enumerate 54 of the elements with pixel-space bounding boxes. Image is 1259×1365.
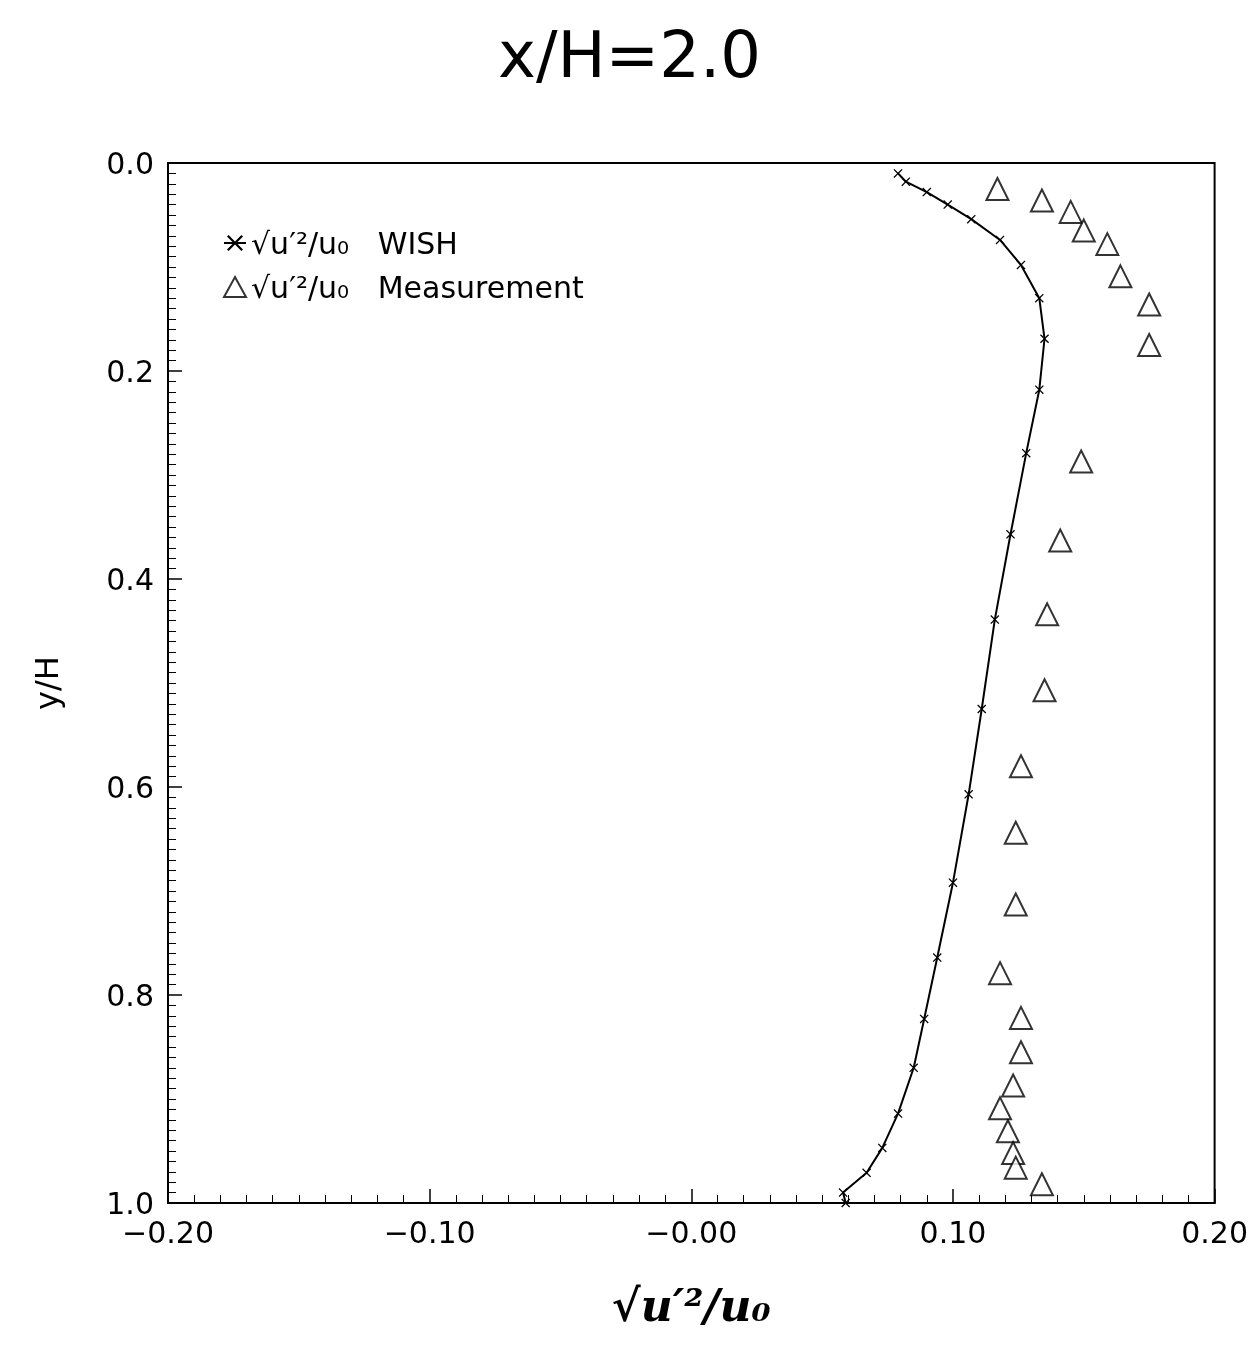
point: [1029, 1172, 1054, 1197]
point: [948, 878, 958, 888]
x-tick-label: 0.10: [919, 1214, 987, 1250]
point: [966, 214, 976, 224]
point: [943, 200, 953, 210]
point: [1029, 188, 1054, 213]
point: [1032, 678, 1057, 703]
point: [985, 177, 1010, 201]
point: [893, 1109, 903, 1119]
point: [1069, 449, 1094, 474]
legend-label: √u′²/u₀ Measurement: [251, 269, 584, 305]
x-axis-title: √u′²/u₀: [611, 1279, 771, 1331]
point: [1003, 820, 1028, 845]
point: [1008, 754, 1033, 779]
point: [1071, 218, 1096, 243]
point: [909, 1063, 919, 1073]
point: [893, 168, 903, 178]
point: [1048, 528, 1073, 553]
y-tick-label: 0.0: [106, 145, 154, 181]
y-axis-title: y/H: [28, 656, 66, 710]
point: [1003, 892, 1028, 917]
point: [1040, 334, 1050, 344]
point: [1001, 1073, 1026, 1098]
point: [838, 1188, 848, 1198]
y-tick-label: 0.6: [106, 769, 154, 805]
x-tick-label: 0.20: [1181, 1214, 1248, 1250]
point: [901, 177, 911, 187]
point: [1058, 199, 1083, 224]
point: [990, 615, 1000, 625]
point: [1003, 1155, 1028, 1180]
point: [922, 187, 932, 197]
point: [1008, 1040, 1033, 1065]
point: [1095, 232, 1120, 257]
point: [1035, 602, 1060, 627]
point: [1137, 292, 1162, 317]
point: [995, 1119, 1020, 1144]
legend-label: √u′²/u₀ WISH: [251, 225, 458, 261]
point: [988, 961, 1013, 986]
y-tick-label: 0.2: [106, 353, 154, 389]
point: [977, 704, 987, 714]
chart-title: x/H=2.0: [498, 18, 761, 92]
point: [988, 1096, 1013, 1121]
x-tick-label: −0.00: [645, 1214, 738, 1250]
point: [932, 953, 942, 963]
point: [1108, 264, 1133, 289]
point: [1137, 333, 1162, 357]
y-tick-label: 0.8: [106, 977, 154, 1013]
point: [841, 1198, 851, 1208]
point: [1006, 529, 1016, 539]
point: [862, 1168, 872, 1178]
x-tick-label: −0.10: [383, 1214, 476, 1250]
y-tick-label: 0.4: [106, 561, 154, 597]
point: [1008, 1005, 1033, 1030]
point: [877, 1143, 887, 1153]
